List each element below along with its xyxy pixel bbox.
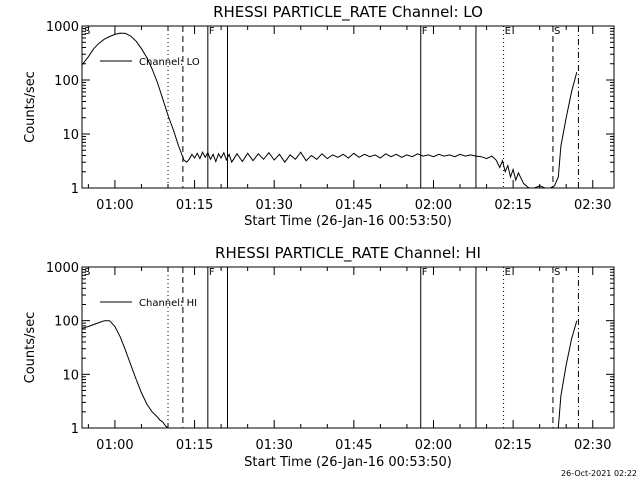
x-tick-label: 01:15 xyxy=(176,198,213,213)
y-tick-label: 100 xyxy=(54,315,79,330)
x-tick-label: 01:00 xyxy=(96,198,133,213)
x-tick-label: 02:30 xyxy=(574,438,611,453)
event-marker-label: S xyxy=(554,267,560,278)
y-tick-label: 1 xyxy=(71,422,79,437)
y-tick-label: 1 xyxy=(71,182,79,197)
x-tick-label: 02:00 xyxy=(415,438,452,453)
x-tick-label: 01:15 xyxy=(176,438,213,453)
plot-timestamp: 26-Oct-2021 02:22 xyxy=(561,469,637,478)
x-tick-label: 02:15 xyxy=(494,198,531,213)
y-tick-label: 1000 xyxy=(46,20,79,35)
y-axis-label: Counts/sec xyxy=(23,71,38,143)
x-tick-label: 01:30 xyxy=(255,438,292,453)
legend-label: Channel: LO xyxy=(139,57,200,68)
y-axis-label: Counts/sec xyxy=(23,312,38,384)
x-axis-label: Start Time (26-Jan-16 00:53:50) xyxy=(244,214,452,229)
event-marker-label: S xyxy=(554,26,560,37)
chart-title: RHESSI PARTICLE_RATE Channel: HI xyxy=(215,244,481,263)
data-series-line xyxy=(81,320,578,429)
y-tick-label: 10 xyxy=(62,128,79,143)
event-marker-label: F xyxy=(422,267,428,278)
event-marker-label: F xyxy=(422,26,428,37)
x-tick-label: 02:30 xyxy=(574,198,611,213)
legend-label: Channel: HI xyxy=(139,298,197,309)
x-tick-label: 01:30 xyxy=(255,198,292,213)
data-series-line xyxy=(81,32,578,189)
x-axis-label: Start Time (26-Jan-16 00:53:50) xyxy=(244,455,452,470)
x-tick-label: 01:45 xyxy=(335,198,372,213)
event-marker-label: S xyxy=(84,267,90,278)
x-tick-label: 01:45 xyxy=(335,438,372,453)
plot-frame xyxy=(81,266,615,429)
event-marker-label: S xyxy=(84,26,90,37)
y-tick-label: 1000 xyxy=(46,261,79,276)
x-tick-label: 02:00 xyxy=(415,198,452,213)
y-tick-label: 100 xyxy=(54,74,79,89)
chart-title: RHESSI PARTICLE_RATE Channel: LO xyxy=(213,3,483,22)
event-marker-label: F xyxy=(209,26,215,37)
event-marker-label: F xyxy=(209,267,215,278)
x-tick-label: 02:15 xyxy=(494,438,531,453)
event-marker-label: E xyxy=(505,26,511,37)
y-tick-label: 10 xyxy=(62,368,79,383)
x-tick-label: 01:00 xyxy=(96,438,133,453)
event-marker-label: E xyxy=(505,267,511,278)
plot-frame xyxy=(81,25,615,189)
